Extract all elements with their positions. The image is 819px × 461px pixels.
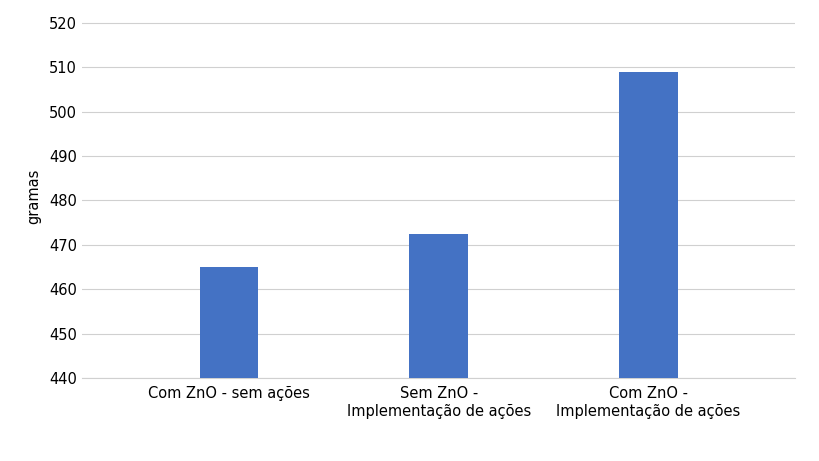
Bar	[199, 267, 258, 461]
Bar	[618, 71, 677, 461]
Y-axis label: gramas: gramas	[25, 168, 41, 224]
Bar	[409, 234, 468, 461]
